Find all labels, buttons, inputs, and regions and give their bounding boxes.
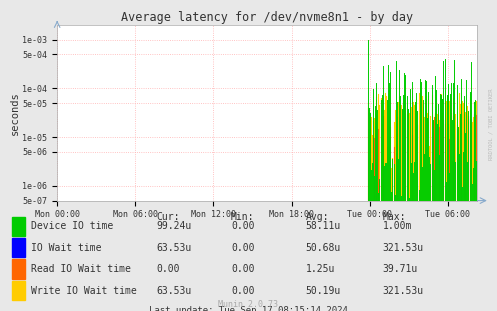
Text: 321.53u: 321.53u xyxy=(383,243,424,253)
Text: Munin 2.0.73: Munin 2.0.73 xyxy=(219,300,278,309)
Bar xyxy=(12,281,25,300)
Text: Avg:: Avg: xyxy=(306,212,329,222)
Text: Last update: Tue Sep 17 08:15:14 2024: Last update: Tue Sep 17 08:15:14 2024 xyxy=(149,306,348,311)
Text: 1.00m: 1.00m xyxy=(383,221,412,231)
Text: 321.53u: 321.53u xyxy=(383,285,424,296)
Text: 0.00: 0.00 xyxy=(231,243,254,253)
Bar xyxy=(12,259,25,279)
Text: Max:: Max: xyxy=(383,212,406,222)
Bar xyxy=(12,238,25,258)
Text: 39.71u: 39.71u xyxy=(383,264,418,274)
Text: 50.19u: 50.19u xyxy=(306,285,341,296)
Text: 99.24u: 99.24u xyxy=(157,221,192,231)
Text: 50.68u: 50.68u xyxy=(306,243,341,253)
Text: 63.53u: 63.53u xyxy=(157,243,192,253)
Text: 0.00: 0.00 xyxy=(231,221,254,231)
Text: Cur:: Cur: xyxy=(157,212,180,222)
Text: Min:: Min: xyxy=(231,212,254,222)
Text: 0.00: 0.00 xyxy=(157,264,180,274)
Text: 0.00: 0.00 xyxy=(231,264,254,274)
Text: 1.25u: 1.25u xyxy=(306,264,335,274)
Text: Read IO Wait time: Read IO Wait time xyxy=(31,264,131,274)
Text: Device IO time: Device IO time xyxy=(31,221,113,231)
Text: 63.53u: 63.53u xyxy=(157,285,192,296)
Text: 0.00: 0.00 xyxy=(231,285,254,296)
Y-axis label: seconds: seconds xyxy=(9,91,20,135)
Text: IO Wait time: IO Wait time xyxy=(31,243,102,253)
Text: Write IO Wait time: Write IO Wait time xyxy=(31,285,137,296)
Bar xyxy=(12,216,25,236)
Text: 58.11u: 58.11u xyxy=(306,221,341,231)
Title: Average latency for /dev/nvme8n1 - by day: Average latency for /dev/nvme8n1 - by da… xyxy=(121,11,413,24)
Text: RRDTOOL / TOBI OETIKER: RRDTOOL / TOBI OETIKER xyxy=(489,89,494,160)
